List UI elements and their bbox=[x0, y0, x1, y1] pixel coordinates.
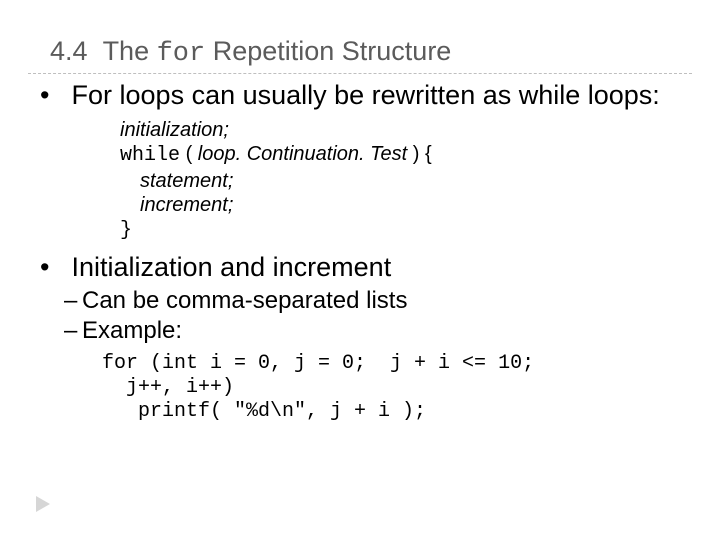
code-line: increment; bbox=[140, 194, 233, 216]
code-line: statement; bbox=[140, 170, 233, 192]
bullet-text: Initialization and increment bbox=[72, 252, 392, 282]
pseudocode-block: initialization; while ( loop. Continuati… bbox=[120, 118, 692, 244]
code-line: initialization; bbox=[120, 119, 229, 141]
dash-item: Example: bbox=[64, 316, 692, 346]
bullet-text: For loops can usually be rewritten as wh… bbox=[72, 80, 660, 110]
section-number: 4.4 bbox=[50, 36, 88, 66]
code-italic: loop. Continuation. Test bbox=[198, 143, 407, 165]
code-example: for (int i = 0, j = 0; j + i <= 10; j++,… bbox=[102, 352, 692, 425]
code-keyword: while bbox=[120, 144, 180, 167]
bullet-list: For loops can usually be rewritten as wh… bbox=[28, 80, 692, 425]
heading-keyword: for bbox=[157, 39, 206, 69]
code-line: } bbox=[120, 219, 132, 242]
heading-rule bbox=[28, 73, 692, 74]
bullet-item: Initialization and increment bbox=[28, 252, 692, 284]
code-text: ( bbox=[180, 143, 198, 165]
dash-text: Example: bbox=[82, 317, 182, 344]
next-arrow-icon bbox=[36, 496, 50, 512]
bullet-item: For loops can usually be rewritten as wh… bbox=[28, 80, 692, 112]
dash-item: Can be comma-separated lists bbox=[64, 286, 692, 316]
dash-text: Can be comma-separated lists bbox=[82, 287, 407, 314]
section-heading: 4.4 The for Repetition Structure bbox=[50, 36, 692, 69]
heading-pre: The bbox=[103, 36, 157, 66]
heading-post: Repetition Structure bbox=[205, 36, 451, 66]
code-text: ) { bbox=[407, 143, 431, 165]
dash-list: Can be comma-separated lists Example: bbox=[64, 286, 692, 346]
